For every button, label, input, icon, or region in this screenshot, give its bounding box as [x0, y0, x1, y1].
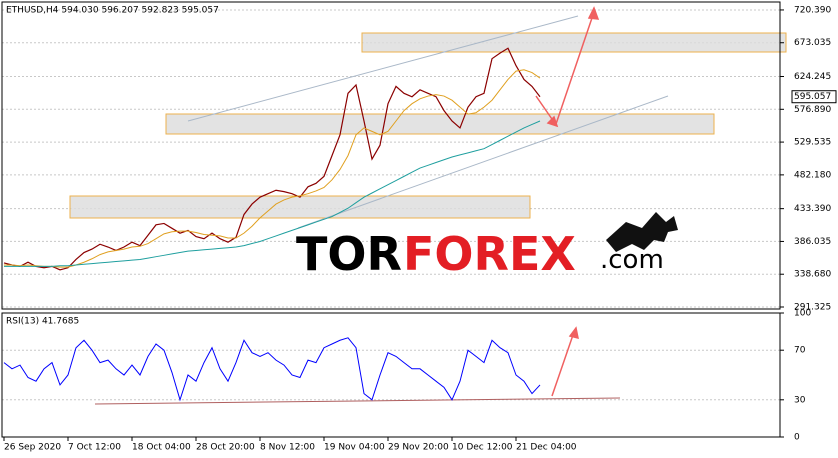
y-tick-label: 482.180 — [794, 170, 831, 180]
support-zone — [165, 113, 715, 135]
y-tick-label: 291.325 — [794, 303, 831, 313]
arrow-head — [546, 115, 559, 128]
logo-dark: TOR — [296, 227, 402, 281]
y-tick-label: 720.390 — [794, 5, 831, 15]
last-price-tag — [791, 90, 837, 104]
price-panel — [1, 1, 781, 310]
last-price: 595.057 — [794, 92, 831, 102]
x-tick-label: 10 Dec 12:00 — [452, 443, 513, 453]
y-tick-label: 0 — [794, 433, 800, 443]
arrow-head — [568, 326, 579, 340]
logo-suffix: .com — [600, 245, 664, 275]
y-tick-label: 673.035 — [794, 38, 831, 48]
y-tick-label: 529.535 — [794, 138, 831, 148]
arrow-head — [587, 6, 600, 20]
logo-bull — [606, 212, 678, 252]
x-tick-label: 8 Nov 12:00 — [260, 443, 315, 453]
y-tick-label: 386.035 — [794, 237, 831, 247]
rsi-trend-line — [94, 397, 621, 405]
resistance-zone — [361, 32, 787, 53]
series-line — [4, 120, 541, 267]
channel-line — [187, 15, 579, 122]
y-tick-label: 433.390 — [794, 204, 831, 214]
y-tick-label: 624.245 — [794, 72, 831, 82]
arrow — [551, 331, 575, 397]
y-tick-label: 100 — [794, 309, 811, 319]
y-tick-label: 70 — [794, 346, 806, 356]
x-tick-label: 29 Nov 20:00 — [388, 443, 449, 453]
support-zone — [69, 195, 531, 219]
rsi-title: RSI(13) 41.7685 — [6, 317, 79, 327]
series-line — [3, 337, 541, 402]
forecast-arrows — [535, 6, 600, 397]
annotations-back — [69, 15, 787, 405]
series-line — [3, 47, 541, 271]
x-tick-label: 7 Oct 12:00 — [68, 443, 121, 453]
logo-red: FOREX — [403, 227, 576, 281]
x-tick-label: 26 Sep 2020 — [4, 443, 61, 453]
x-tick-label: 21 Dec 04:00 — [516, 443, 577, 453]
logo: TOR FOREX .com — [296, 212, 678, 281]
y-tick-label: 338.680 — [794, 270, 831, 280]
header: ETHUSD,H4 594.030 596.207 592.823 595.05… — [6, 6, 219, 16]
y-tick-label: 30 — [794, 395, 806, 405]
x-tick-label: 28 Oct 20:00 — [196, 443, 255, 453]
series-line — [4, 69, 541, 268]
rsi-panel — [1, 312, 781, 438]
arrow — [555, 11, 595, 125]
channel-line — [297, 95, 669, 229]
x-tick-label: 18 Oct 04:00 — [132, 443, 191, 453]
y-tick-label: 576.890 — [794, 105, 831, 115]
x-tick-label: 19 Nov 04:00 — [324, 443, 385, 453]
arrow — [535, 95, 555, 123]
